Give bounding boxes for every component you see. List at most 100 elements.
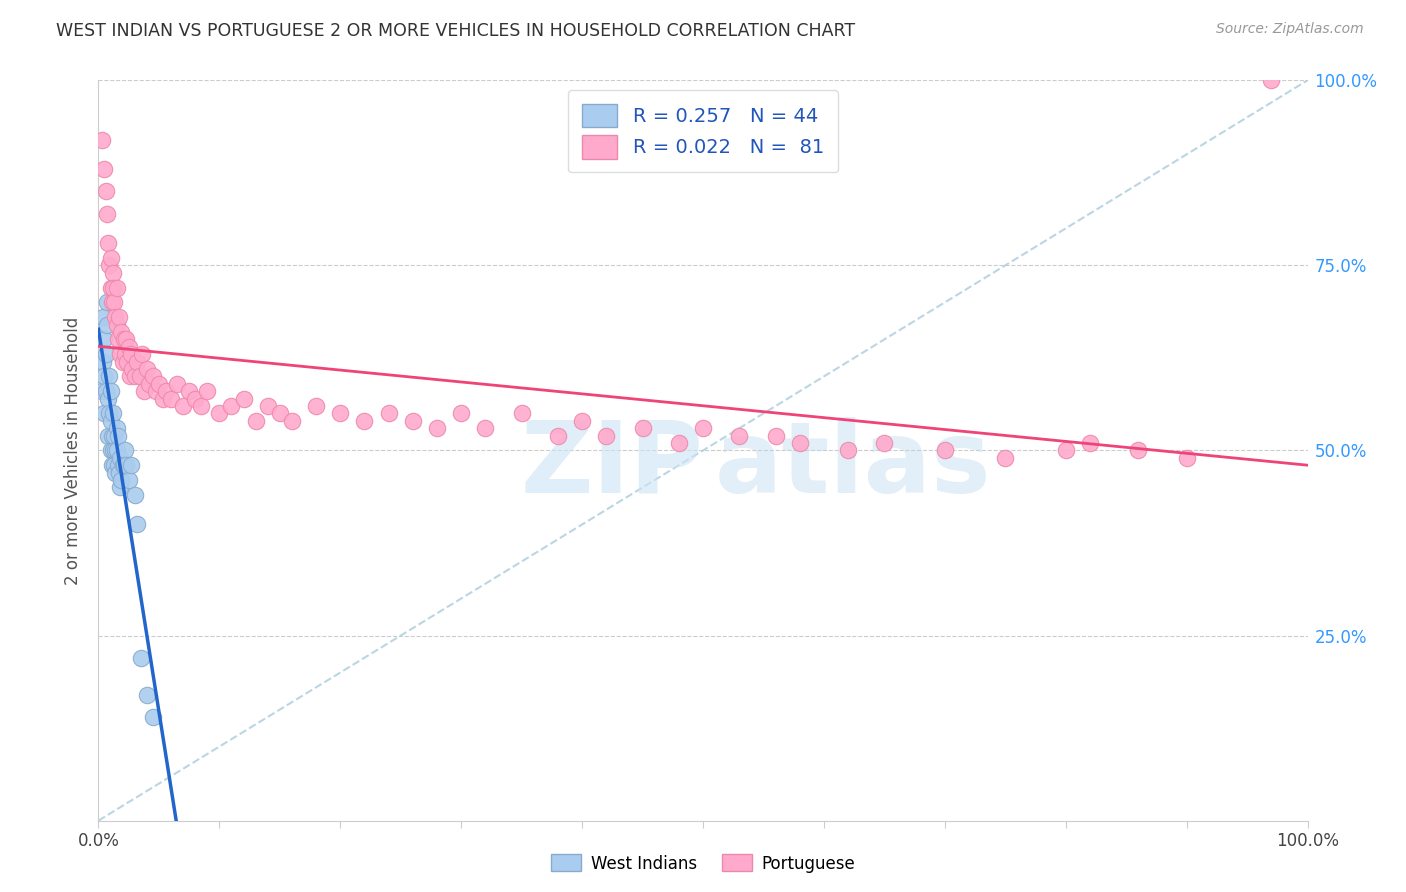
Point (221, 399, 243, 413)
Point (873, 436, 896, 450)
Point (110, 473, 132, 487)
Point (120, 458, 142, 473)
Point (118, 340, 141, 354)
Point (108, 466, 131, 480)
Legend: R = 0.257   N = 44, R = 0.022   N =  81: R = 0.257 N = 44, R = 0.022 N = 81 (568, 90, 838, 172)
Point (121, 362, 143, 376)
Point (179, 384, 201, 399)
Point (127, 517, 149, 532)
Point (245, 414, 267, 428)
Point (128, 369, 150, 384)
Point (160, 392, 183, 406)
Point (97, 392, 120, 406)
Point (134, 384, 156, 399)
Point (93, 407, 115, 421)
Point (377, 407, 399, 421)
Point (184, 392, 207, 406)
Point (100, 280, 122, 294)
Point (98, 407, 121, 421)
Y-axis label: 2 or more Vehicles in Household: 2 or more Vehicles in Household (65, 317, 83, 584)
Point (101, 266, 124, 280)
Point (152, 392, 174, 406)
Point (138, 376, 160, 391)
Point (100, 384, 122, 399)
Point (329, 407, 352, 421)
Point (135, 362, 157, 376)
Point (1175, 450, 1198, 465)
Point (195, 384, 218, 399)
Point (103, 458, 125, 473)
Point (100, 295, 122, 310)
Point (101, 280, 124, 294)
Point (155, 384, 177, 399)
Point (131, 347, 153, 361)
Point (281, 414, 304, 428)
Point (107, 458, 129, 473)
Point (450, 407, 472, 421)
Point (124, 488, 146, 502)
Point (108, 480, 131, 494)
Point (97, 428, 120, 442)
Point (93, 369, 115, 384)
Point (631, 421, 654, 435)
Point (145, 384, 167, 399)
Point (402, 414, 425, 428)
Point (1078, 436, 1101, 450)
Point (1128, 443, 1150, 458)
Point (474, 421, 496, 435)
Point (595, 428, 617, 442)
Point (269, 407, 291, 421)
Point (96, 295, 118, 310)
Point (107, 332, 129, 346)
Point (100, 414, 122, 428)
Point (765, 428, 787, 442)
Point (172, 399, 194, 413)
Point (112, 458, 135, 473)
Point (728, 428, 751, 442)
Point (98, 259, 121, 273)
Point (98, 369, 121, 384)
Text: WEST INDIAN VS PORTUGUESE 2 OR MORE VEHICLES IN HOUSEHOLD CORRELATION CHART: WEST INDIAN VS PORTUGUESE 2 OR MORE VEHI… (56, 22, 855, 40)
Point (118, 473, 141, 487)
Point (1054, 443, 1077, 458)
Point (100, 251, 122, 265)
Point (110, 325, 132, 339)
Point (108, 310, 131, 325)
Point (208, 407, 231, 421)
Point (190, 399, 212, 413)
Text: ZIP: ZIP (520, 417, 703, 514)
Point (934, 443, 956, 458)
Point (97, 236, 120, 251)
Point (111, 354, 134, 368)
Point (426, 421, 449, 435)
Point (104, 443, 127, 458)
Point (115, 458, 138, 473)
Point (114, 347, 136, 361)
Text: atlas: atlas (716, 417, 991, 514)
Point (129, 650, 152, 665)
Point (547, 428, 569, 442)
Point (111, 458, 134, 473)
Point (305, 399, 328, 413)
Point (510, 407, 533, 421)
Point (93, 332, 115, 346)
Point (124, 369, 146, 384)
Point (91, 354, 114, 368)
Point (108, 347, 131, 361)
Point (994, 450, 1017, 465)
Point (94, 384, 117, 399)
Point (148, 376, 170, 391)
Legend: West Indians, Portuguese: West Indians, Portuguese (544, 847, 862, 880)
Point (118, 369, 141, 384)
Point (101, 443, 124, 458)
Point (91, 310, 114, 325)
Point (1260, 73, 1282, 87)
Point (692, 421, 714, 435)
Point (135, 688, 157, 702)
Text: Source: ZipAtlas.com: Source: ZipAtlas.com (1216, 22, 1364, 37)
Point (166, 376, 188, 391)
Point (256, 399, 278, 413)
Point (571, 414, 593, 428)
Point (127, 354, 149, 368)
Point (100, 458, 122, 473)
